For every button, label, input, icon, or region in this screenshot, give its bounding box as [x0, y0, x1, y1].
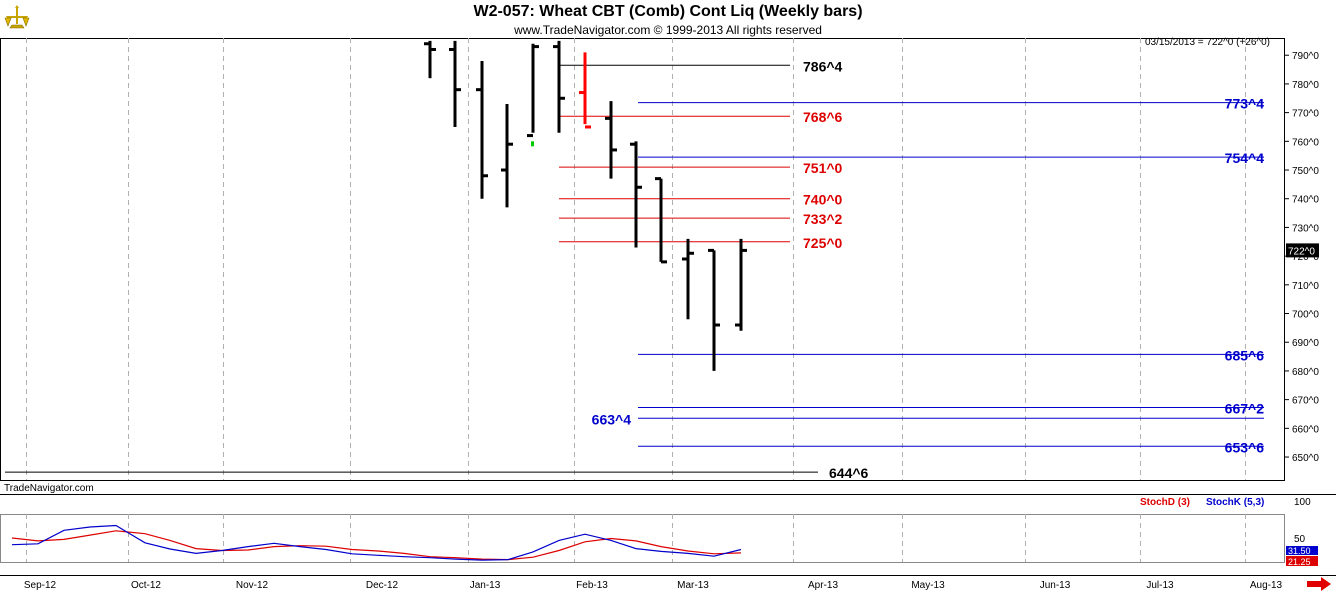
ohlc-bar	[682, 238, 694, 320]
level-label: 740^0	[803, 192, 843, 208]
time-tick-label: Jun-13	[1040, 580, 1071, 591]
price-tick-label: 770^0	[1292, 109, 1319, 120]
level-label: 751^0	[803, 160, 843, 176]
level-label: 768^6	[803, 109, 843, 125]
ohlc-bar	[708, 248, 720, 371]
tradenavigator-logo-icon	[4, 5, 30, 29]
ohlc-bar	[553, 40, 565, 133]
price-tick-label: 720^0	[1292, 252, 1319, 263]
level-label: 644^6	[829, 465, 869, 481]
level-label: 663^4	[592, 411, 632, 427]
chart-title: W2-057: Wheat CBT (Comb) Cont Liq (Weekl…	[473, 3, 863, 20]
copyright-text: www.TradeNavigator.com © 1999-2013 All r…	[514, 23, 822, 37]
ohlc-bar	[630, 141, 642, 248]
time-tick-label: Sep-12	[24, 580, 57, 591]
price-tick-label: 780^0	[1292, 80, 1319, 91]
price-tick-label: 790^0	[1292, 51, 1319, 62]
time-tick-label: Jan-13	[470, 580, 501, 591]
last-price-info: 03/15/2013 = 722^0 (+26^0)	[1144, 37, 1270, 48]
ohlc-bar	[605, 101, 617, 179]
time-tick-label: Feb-13	[576, 580, 608, 591]
ohlc-bar	[527, 43, 539, 138]
stoch-pane-border	[0, 514, 1285, 563]
ohlc-bar	[655, 177, 667, 264]
time-tick-label: Nov-12	[236, 580, 269, 591]
price-tick-label: 750^0	[1292, 166, 1319, 177]
ohlc-bar	[476, 60, 488, 199]
level-label: 786^4	[803, 58, 843, 74]
price-tick-label: 660^0	[1292, 424, 1319, 435]
price-pane-border	[0, 38, 1285, 481]
stochd-value-marker	[1286, 556, 1318, 566]
current-price-marker	[1286, 243, 1319, 258]
time-tick-label: Dec-12	[366, 580, 399, 591]
current-price-label: 722^0	[1288, 246, 1315, 257]
watermark-label: TradeNavigator.com	[4, 483, 94, 494]
time-tick-label: Jul-13	[1146, 580, 1174, 591]
time-tick-label: Oct-12	[131, 580, 161, 591]
stochk-legend: StochK (5,3)	[1206, 497, 1265, 508]
level-label: 725^0	[803, 235, 843, 251]
level-label: 653^6	[1225, 439, 1265, 455]
stochd-value-label: 21.25	[1288, 557, 1311, 567]
level-label: 733^2	[803, 211, 843, 227]
price-tick-label: 730^0	[1292, 223, 1319, 234]
ohlc-bar	[501, 104, 513, 208]
stochk-value-marker	[1286, 546, 1318, 555]
price-tick-label: 690^0	[1292, 338, 1319, 349]
price-tick-label: 680^0	[1292, 367, 1319, 378]
time-tick-label: Mar-13	[677, 580, 709, 591]
ohlc-bar	[424, 40, 436, 79]
stochd-line	[11, 530, 742, 561]
scroll-right-arrow-icon[interactable]	[1306, 577, 1332, 591]
level-label: 754^4	[1225, 150, 1265, 166]
price-tick-label: 760^0	[1292, 137, 1319, 148]
time-tick-label: Apr-13	[808, 580, 838, 591]
stoch-tick-label: 100	[1294, 497, 1311, 508]
level-label: 685^6	[1225, 347, 1265, 363]
stoch-tick-label: 50	[1294, 534, 1306, 545]
stochk-value-label: 31.50	[1288, 546, 1311, 556]
stochk-line	[11, 524, 742, 561]
time-tick-label: Aug-13	[1250, 580, 1283, 591]
price-tick-label: 740^0	[1292, 195, 1319, 206]
price-tick-label: 700^0	[1292, 310, 1319, 321]
ohlc-bar	[735, 238, 747, 331]
time-tick-label: May-13	[911, 580, 945, 591]
price-tick-label: 670^0	[1292, 396, 1319, 407]
level-label: 773^4	[1225, 96, 1265, 112]
stochd-legend: StochD (3)	[1140, 497, 1190, 508]
level-label: 667^2	[1225, 401, 1265, 417]
price-tick-label: 710^0	[1292, 281, 1319, 292]
ohlc-bar	[579, 52, 591, 129]
green-signal-marker	[531, 141, 534, 147]
price-tick-label: 650^0	[1292, 453, 1319, 464]
ohlc-bar	[449, 40, 461, 127]
